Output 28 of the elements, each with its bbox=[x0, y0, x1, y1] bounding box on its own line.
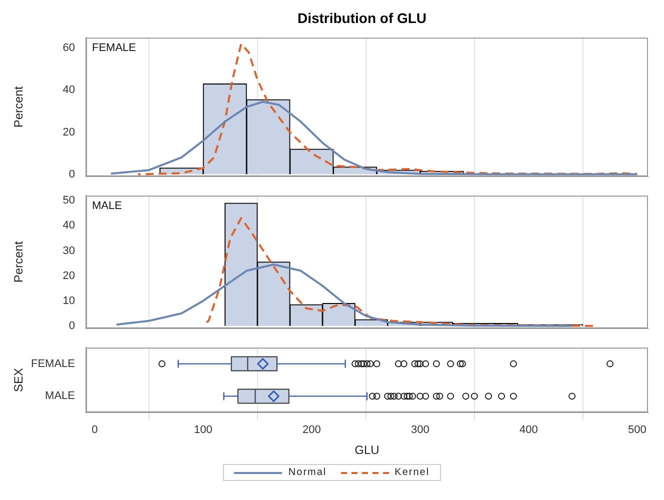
x-tick-label: 400 bbox=[519, 424, 538, 436]
y-axis-title: Percent bbox=[12, 240, 26, 283]
x-tick-label: 300 bbox=[410, 424, 430, 436]
y-tick-label: 20 bbox=[62, 126, 75, 138]
legend-label: Normal bbox=[288, 467, 327, 478]
x-tick-label: 500 bbox=[628, 424, 646, 436]
y-tick-label: 40 bbox=[62, 84, 75, 96]
y-tick-label: 40 bbox=[62, 220, 75, 232]
y-tick-label: 20 bbox=[62, 270, 75, 282]
x-tick-label: 100 bbox=[194, 424, 212, 436]
x-tick-label: 0 bbox=[92, 424, 98, 436]
x-axis-title: GLU bbox=[354, 443, 380, 458]
y-tick-label: FEMALE bbox=[30, 358, 75, 370]
y-tick-label: MALE bbox=[45, 390, 75, 402]
y-tick-label: 60 bbox=[62, 42, 75, 54]
y-tick-label: 10 bbox=[62, 294, 75, 307]
chart-title: Distribution of GLU bbox=[296, 9, 428, 28]
y-axis-title: SEX bbox=[12, 368, 26, 392]
y-axis-title: Percent bbox=[12, 86, 26, 128]
annotation: MALE bbox=[92, 200, 122, 212]
legend-label: Kernel bbox=[394, 467, 430, 478]
y-tick-label: 50 bbox=[62, 194, 75, 207]
annotation: FEMALE bbox=[92, 42, 136, 54]
y-tick-label: 30 bbox=[62, 244, 75, 257]
y-tick-label: 0 bbox=[68, 168, 75, 180]
line-series bbox=[137, 42, 638, 176]
x-tick-label: 200 bbox=[302, 424, 321, 436]
y-tick-label: 0 bbox=[68, 320, 75, 332]
